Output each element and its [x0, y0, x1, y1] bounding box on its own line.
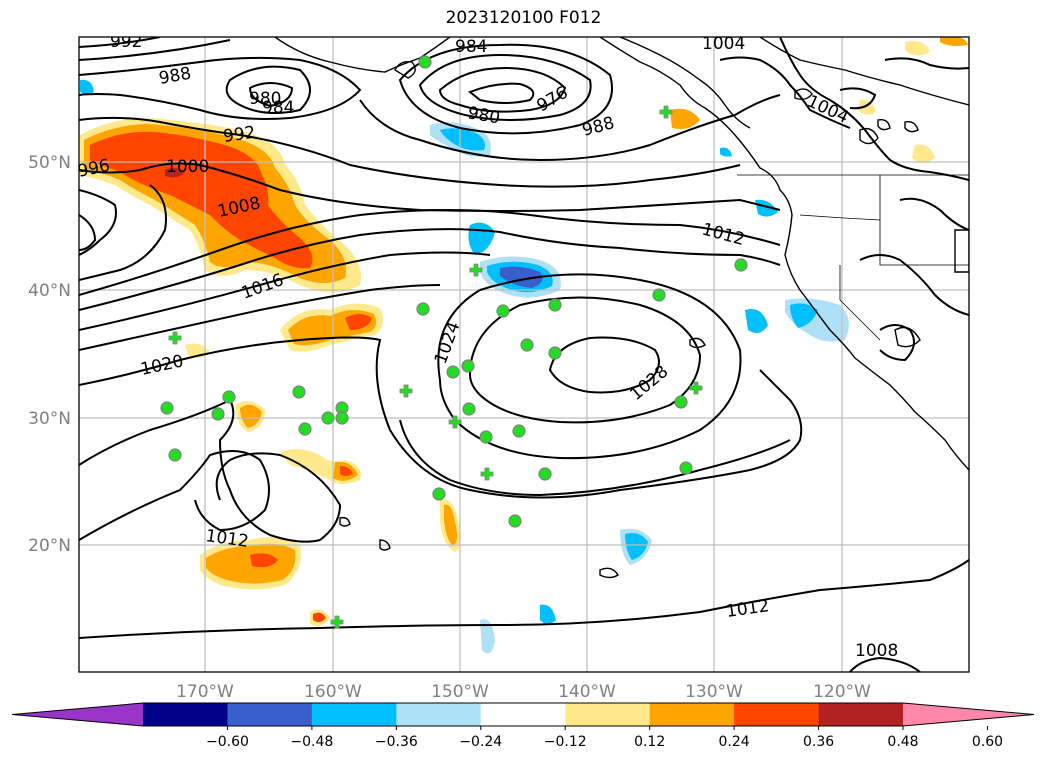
observation-markers [160, 55, 748, 528]
isobar-label: 980 [249, 89, 281, 109]
colorbar-tick-label: 0.36 [803, 734, 834, 750]
colorbar-segment [227, 703, 313, 726]
colorbar-tick-label: −0.24 [459, 734, 502, 750]
colorbar-segment [818, 703, 904, 726]
latitude-axis: 50°N 40°N 30°N 20°N [28, 153, 71, 556]
map-border [78, 36, 970, 673]
isobar-label: 992 [110, 32, 142, 52]
colorbar-extend-low [12, 703, 143, 726]
lon-label-150w: 150°W [431, 682, 489, 702]
lon-label-120w: 120°W [813, 682, 871, 702]
lat-label-40n: 40°N [28, 281, 71, 301]
colorbar-segment [480, 703, 566, 726]
lat-label-30n: 30°N [28, 409, 71, 429]
political-borders [737, 174, 969, 341]
colorbar-extend-high [903, 703, 1034, 726]
colorbar-tick-label: 0.12 [634, 734, 665, 750]
longitude-axis: 170°W 160°W 150°W 140°W 130°W 120°W [176, 682, 871, 702]
colorbar-tick-label: 0.48 [887, 734, 918, 750]
colorbar-tick-label: −0.12 [544, 734, 587, 750]
lat-label-50n: 50°N [28, 153, 71, 173]
isobar-label: 984 [455, 37, 487, 57]
colorbar-tick-label: 0.60 [972, 734, 1003, 750]
colorbar-tick-label: −0.36 [375, 734, 418, 750]
lon-label-130w: 130°W [685, 682, 743, 702]
colorbar-tick-label: −0.60 [206, 734, 249, 750]
colorbar-segment [649, 703, 735, 726]
negative-anomaly-shading [80, 79, 849, 654]
observation-cross-markers [168, 105, 703, 629]
colorbar-segment [734, 703, 820, 726]
lat-label-20n: 20°N [28, 536, 71, 556]
colorbar-segment [143, 703, 228, 726]
isobar-label: 984 [262, 98, 294, 118]
isobars [79, 37, 969, 672]
isobar-label: 1004 [702, 34, 745, 54]
colorbar-tick-label: 0.24 [719, 734, 750, 750]
isobar-label: 992 [222, 123, 257, 147]
lon-label-140w: 140°W [558, 682, 616, 702]
colorbar-outline [11, 702, 1035, 727]
lon-label-160w: 160°W [304, 682, 362, 702]
colorbar-tick-label: −0.48 [290, 734, 333, 750]
colorbar-segment [311, 703, 397, 726]
colorbar-segment [565, 703, 651, 726]
lon-label-170w: 170°W [176, 682, 234, 702]
isobar-label: 1008 [855, 641, 898, 661]
colorbar-segment [396, 703, 482, 726]
colorbar: −0.60 −0.48 −0.36 −0.24 −0.12 0.12 0.24 0.36 0.4… [11, 702, 1035, 750]
isobar-label: 1000 [166, 157, 209, 177]
map-title: 2023120100 F012 [445, 8, 602, 28]
